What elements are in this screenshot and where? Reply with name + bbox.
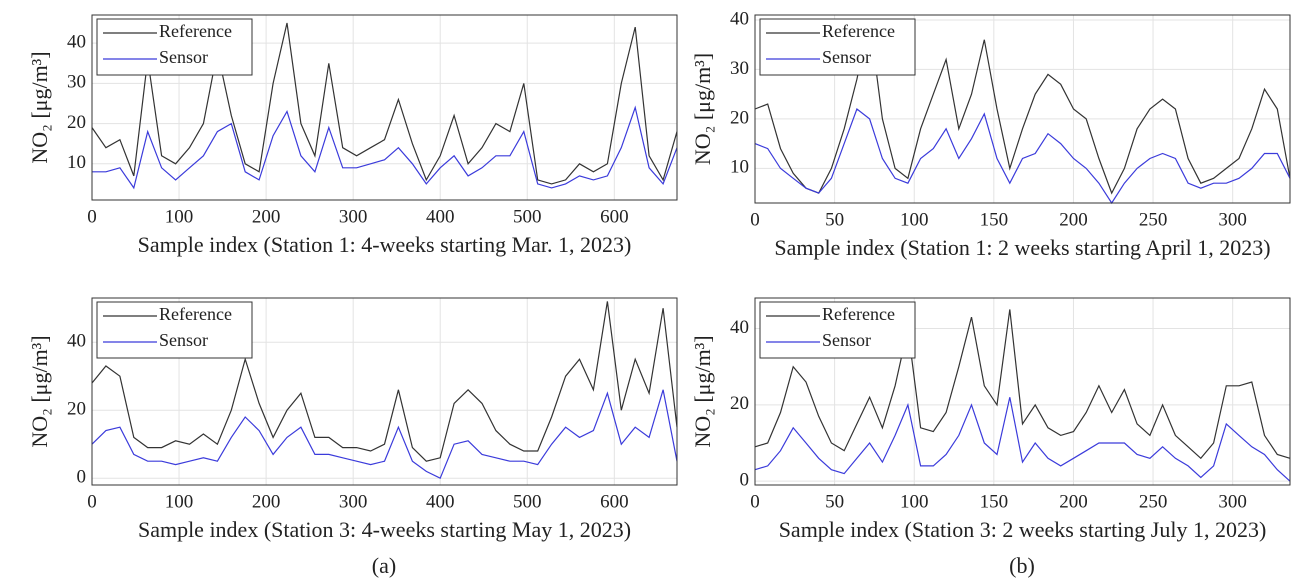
- x-tick-label: 500: [513, 206, 542, 227]
- x-tick-label: 0: [750, 209, 760, 230]
- x-tick-label: 300: [1218, 209, 1247, 230]
- y-tick-label: 40: [730, 8, 749, 29]
- subplot: 0 50 100 150 200 250 300 0 20 40 Sample index (Sta…: [690, 297, 1291, 542]
- x-axis-label: Sample index (Station 1: 2 weeks startin…: [774, 235, 1270, 260]
- y-axis-label: NO₂ [μg/m³]: [27, 51, 52, 163]
- y-tick-label: 20: [67, 112, 86, 133]
- data-line: [91, 22, 678, 185]
- x-tick-label: 500: [513, 491, 542, 512]
- axes-frame: [754, 297, 1291, 486]
- x-tick-label: 200: [1059, 209, 1088, 230]
- data-line: [91, 301, 678, 462]
- legend-box: [759, 18, 916, 76]
- x-tick-label: 300: [339, 491, 368, 512]
- y-axis-label: NO₂ [μg/m³]: [27, 335, 52, 447]
- x-tick-label: 300: [339, 206, 368, 227]
- panel-label: (a): [372, 553, 396, 578]
- y-axis-label: NO₂ [μg/m³]: [690, 53, 715, 165]
- y-tick-label: 40: [67, 331, 86, 352]
- x-tick-label: 100: [165, 206, 194, 227]
- data-line: [91, 389, 678, 480]
- axes-frame: [91, 297, 678, 486]
- data-line: [754, 309, 1291, 460]
- y-tick-label: 0: [77, 467, 87, 488]
- y-tick-label: 30: [67, 72, 86, 93]
- legend-box: [96, 18, 253, 76]
- x-tick-label: 400: [426, 491, 455, 512]
- x-tick-label: 250: [1139, 209, 1168, 230]
- x-tick-label: 100: [165, 491, 194, 512]
- x-tick-label: 50: [825, 491, 844, 512]
- x-tick-label: 600: [600, 206, 629, 227]
- y-tick-label: 20: [730, 107, 749, 128]
- y-tick-label: 20: [67, 399, 86, 420]
- legend-label: Reference: [159, 21, 232, 41]
- x-tick-label: 250: [1139, 491, 1168, 512]
- x-tick-label: 150: [980, 491, 1009, 512]
- legend: Reference Sensor: [759, 301, 916, 359]
- legend-label: Sensor: [822, 47, 871, 67]
- legend-label: Reference: [822, 21, 895, 41]
- data-line: [754, 108, 1291, 205]
- legend: Reference Sensor: [96, 301, 253, 359]
- x-tick-label: 50: [825, 209, 844, 230]
- x-tick-label: 200: [252, 206, 281, 227]
- x-tick-label: 200: [252, 491, 281, 512]
- axes-frame: [91, 14, 678, 201]
- x-tick-label: 0: [87, 491, 97, 512]
- x-axis-label: Sample index (Station 1: 4-weeks startin…: [138, 232, 632, 257]
- x-tick-label: 400: [426, 206, 455, 227]
- y-tick-label: 40: [730, 317, 749, 338]
- x-tick-label: 600: [600, 491, 629, 512]
- data-line: [754, 397, 1291, 482]
- x-tick-label: 200: [1059, 491, 1088, 512]
- legend-label: Sensor: [159, 330, 208, 350]
- axes-frame: [754, 14, 1291, 204]
- legend-label: Sensor: [822, 330, 871, 350]
- x-tick-label: 0: [750, 491, 760, 512]
- legend-label: Reference: [159, 304, 232, 324]
- y-tick-label: 10: [730, 157, 749, 178]
- y-tick-label: 40: [67, 32, 86, 53]
- x-tick-label: 100: [900, 491, 929, 512]
- legend: Reference Sensor: [96, 18, 253, 76]
- data-line: [754, 19, 1291, 195]
- y-axis-label: NO₂ [μg/m³]: [690, 335, 715, 447]
- x-tick-label: 150: [980, 209, 1009, 230]
- x-tick-label: 0: [87, 206, 97, 227]
- legend-box: [96, 301, 253, 359]
- y-tick-label: 20: [730, 393, 749, 414]
- y-tick-label: 30: [730, 58, 749, 79]
- subplot: 0 100 200 300 400 500 600 10 20 30 40 Sample index …: [27, 14, 678, 257]
- legend-label: Reference: [822, 304, 895, 324]
- x-tick-label: 100: [900, 209, 929, 230]
- y-tick-label: 10: [67, 152, 86, 173]
- x-axis-label: Sample index (Station 3: 4-weeks startin…: [138, 517, 631, 542]
- legend-label: Sensor: [159, 47, 208, 67]
- panel-label: (b): [1009, 553, 1035, 578]
- legend-box: [759, 301, 916, 359]
- x-tick-label: 300: [1218, 491, 1247, 512]
- legend: Reference Sensor: [759, 18, 916, 76]
- subplot: 0 50 100 150 200 250 300 10 20 30 40 Sample index (…: [690, 8, 1291, 260]
- data-line: [92, 105, 678, 190]
- subplot: 0 100 200 300 400 500 600 0 20 40 Sample index (St…: [27, 297, 678, 542]
- x-axis-label: Sample index (Station 3: 2 weeks startin…: [779, 517, 1267, 542]
- y-tick-label: 0: [740, 470, 750, 491]
